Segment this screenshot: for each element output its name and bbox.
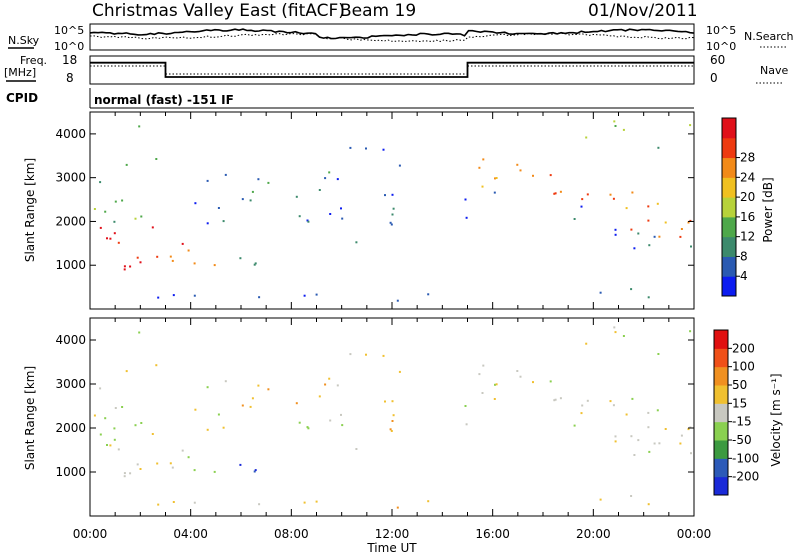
x-tick-label: 08:00: [274, 527, 309, 541]
colorbar-tick-label: -50: [732, 433, 752, 447]
x-tick-label: 00:00: [677, 527, 712, 541]
freq-left-tick-top: 18: [62, 53, 77, 67]
power-y-ticks: 1000 2000 3000 4000: [55, 127, 694, 272]
noise-left-tick-bottom: 10^0: [54, 40, 84, 53]
x-tick-label: 04:00: [173, 527, 208, 541]
colorbar-swatch: [722, 177, 736, 198]
freq-panel-frame: [89, 55, 695, 85]
colorbar-swatch: [714, 330, 728, 349]
velocity-scatter: [93, 326, 692, 509]
colorbar-swatch: [714, 440, 728, 459]
power-ylabel: Slant Range [km]: [23, 158, 37, 262]
y-tick-label: 3000: [55, 377, 86, 391]
power-x-ticks: [89, 112, 695, 309]
cpid-text: normal (fast) -151 IF: [94, 93, 234, 107]
colorbar-tick-label: 24: [740, 170, 755, 184]
colorbar-tick-label: 50: [732, 378, 747, 392]
colorbar-swatch: [722, 137, 736, 159]
colorbar-swatch: [722, 157, 736, 178]
colorbar-tick-label: 200: [732, 341, 755, 355]
noise-search-line: [89, 32, 695, 43]
date-label: 01/Nov/2011: [588, 1, 698, 21]
colorbar-tick-label: 15: [732, 396, 747, 410]
x-tick-label: 00:00: [73, 527, 108, 541]
noise-panel-frame: [89, 23, 695, 51]
freq-right-tick-bottom: 0: [710, 71, 718, 85]
freq-label-1: Freq.: [20, 54, 47, 67]
freq-right-tick-top: 60: [710, 53, 725, 67]
velocity-panel: 1000 2000 3000 4000 00:00 04:00 08:00 12:00 16:…: [23, 317, 783, 554]
colorbar-swatch: [714, 366, 728, 386]
colorbar-tick-label: -100: [732, 451, 759, 465]
noise-right-tick-top: 10^5: [706, 24, 736, 37]
y-tick-label: 1000: [55, 465, 86, 479]
power-panel-frame: [89, 111, 695, 310]
colorbar-swatch: [714, 421, 728, 441]
freq-panel: Freq. [MHz] 18 8 60 0 Nave: [4, 53, 788, 85]
colorbar-swatch: [714, 458, 728, 478]
colorbar-frame: [713, 329, 729, 496]
colorbar-swatch: [722, 236, 736, 257]
colorbar-swatch: [714, 348, 728, 368]
y-tick-label: 2000: [55, 214, 86, 228]
velocity-colorbar: 200 100 50 15 -15 -50 -100 -200: [713, 329, 759, 496]
velocity-colorbar-label: Velocity [m s⁻¹]: [769, 373, 783, 466]
colorbar-swatch: [714, 476, 728, 496]
colorbar-tick-label: 28: [740, 151, 755, 165]
colorbar-swatch: [722, 276, 736, 297]
noise-sky-line: [89, 28, 695, 40]
colorbar-tick-label: 100: [732, 360, 755, 374]
y-tick-label: 4000: [55, 333, 86, 347]
freq-left-tick-bottom: 8: [66, 71, 74, 85]
freq-label-2: [MHz]: [4, 66, 36, 79]
power-colorbar-label: Power [dB]: [761, 177, 775, 242]
cpid-row: CPID normal (fast) -151 IF: [6, 88, 694, 109]
noise-right-tick-bottom: 10^0: [706, 40, 736, 53]
nave-label: Nave: [760, 64, 788, 77]
y-tick-label: 2000: [55, 421, 86, 435]
colorbar-swatch: [714, 403, 728, 423]
power-scatter: [93, 120, 692, 302]
colorbar-tick-label: 4: [740, 269, 748, 283]
beam-label: Beam 19: [340, 1, 416, 21]
y-tick-label: 1000: [55, 258, 86, 272]
cpid-label: CPID: [6, 91, 38, 105]
power-panel: 1000 2000 3000 4000 Slant Range [km] 4 8 12 16…: [23, 111, 775, 310]
velocity-panel-frame: [89, 317, 695, 517]
colorbar-swatch: [722, 118, 736, 139]
noise-left-tick-top: 10^5: [54, 24, 84, 37]
colorbar-frame: [721, 117, 737, 297]
colorbar-tick-label: -200: [732, 470, 759, 484]
x-tick-label: 12:00: [375, 527, 410, 541]
noise-right-label: N.Search: [744, 30, 794, 43]
colorbar-swatch: [722, 197, 736, 218]
colorbar-swatch: [722, 216, 736, 238]
station-title: Christmas Valley East (fitACF): [92, 1, 345, 21]
nave-line: [90, 65, 694, 75]
velocity-y-ticks: 1000 2000 3000 4000: [55, 333, 694, 479]
colorbar-tick-label: 16: [740, 210, 755, 224]
colorbar-tick-label: 12: [740, 230, 755, 244]
colorbar-tick-label: 20: [740, 190, 755, 204]
y-tick-label: 3000: [55, 171, 86, 185]
velocity-ylabel: Slant Range [km]: [23, 366, 37, 470]
colorbar-swatch: [714, 385, 728, 404]
freq-line: [90, 61, 694, 78]
velocity-x-ticks: 00:00 04:00 08:00 12:00 16:00 20:00 00:00: [73, 318, 712, 541]
x-tick-label: 16:00: [475, 527, 510, 541]
colorbar-tick-label: 8: [740, 249, 748, 263]
noise-left-label: N.Sky: [8, 34, 40, 47]
colorbar-swatch: [722, 256, 736, 277]
colorbar-tick-label: -15: [732, 415, 752, 429]
y-tick-label: 4000: [55, 127, 86, 141]
noise-panel: N.Sky 10^5 10^0 10^5 10^0 N.Search: [8, 23, 794, 53]
x-tick-label: 20:00: [576, 527, 611, 541]
velocity-xlabel: Time UT: [366, 541, 417, 554]
power-colorbar: 4 8 12 16 20 24 28: [721, 117, 755, 297]
